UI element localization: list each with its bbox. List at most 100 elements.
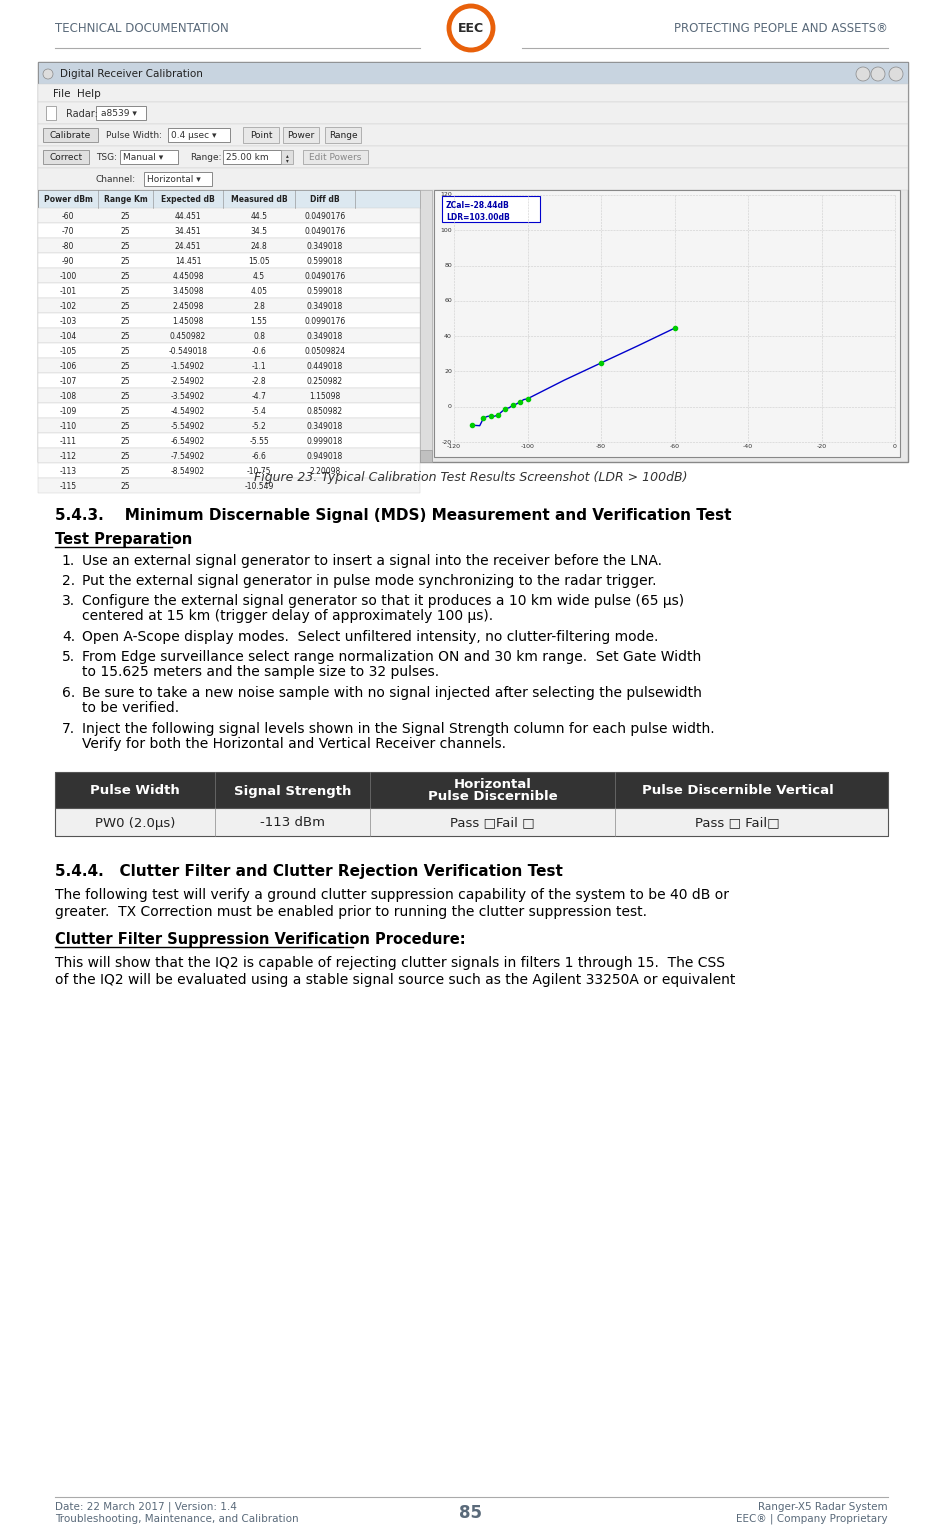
Text: -107: -107 [59, 377, 76, 386]
Text: LDR=103.00dB: LDR=103.00dB [446, 212, 510, 222]
Text: 5.4.3.    Minimum Discernable Signal (MDS) Measurement and Verification Test: 5.4.3. Minimum Discernable Signal (MDS) … [55, 508, 732, 523]
Circle shape [856, 68, 870, 82]
Text: 25: 25 [121, 422, 130, 431]
Text: greater.  TX Correction must be enabled prior to running the clutter suppression: greater. TX Correction must be enabled p… [55, 905, 647, 919]
Text: Inject the following signal levels shown in the Signal Strength column for each : Inject the following signal levels shown… [82, 722, 715, 736]
Text: -108: -108 [59, 392, 76, 402]
Bar [120, 149, 178, 165]
Text: 25: 25 [121, 212, 130, 222]
Text: -4.54902: -4.54902 [171, 406, 206, 416]
Text: 25: 25 [121, 286, 130, 295]
Text: 4.05: 4.05 [251, 286, 268, 295]
Text: 25: 25 [121, 452, 130, 462]
Text: -4.7: -4.7 [252, 392, 267, 402]
Text: 25: 25 [121, 242, 130, 251]
Text: ▴
▾: ▴ ▾ [286, 152, 289, 163]
Text: Range:: Range: [190, 154, 222, 163]
Bar [38, 208, 420, 223]
Text: 0.0990176: 0.0990176 [305, 317, 346, 326]
Circle shape [889, 68, 903, 82]
Text: Power: Power [288, 131, 315, 140]
Bar [38, 62, 908, 85]
Text: Use an external signal generator to insert a signal into the receiver before the: Use an external signal generator to inse… [82, 554, 662, 568]
Text: -103: -103 [59, 317, 76, 326]
Bar [38, 168, 908, 189]
Text: -100: -100 [521, 443, 535, 449]
Text: -5.54902: -5.54902 [171, 422, 206, 431]
Text: 25: 25 [121, 226, 130, 235]
Bar [168, 128, 230, 142]
Text: 25: 25 [121, 466, 130, 476]
Bar [38, 432, 420, 448]
Text: TECHNICAL DOCUMENTATION: TECHNICAL DOCUMENTATION [55, 22, 229, 34]
Text: Test Preparation: Test Preparation [55, 532, 192, 546]
Text: 0.0490176: 0.0490176 [305, 212, 346, 222]
Text: 0.349018: 0.349018 [306, 242, 343, 251]
Text: Point: Point [250, 131, 273, 140]
Text: Radar:: Radar: [66, 109, 98, 119]
Text: PROTECTING PEOPLE AND ASSETS®: PROTECTING PEOPLE AND ASSETS® [674, 22, 888, 34]
Text: a8539 ▾: a8539 ▾ [101, 109, 137, 119]
Bar [38, 403, 420, 419]
Bar [281, 149, 293, 165]
Bar [223, 149, 281, 165]
Text: 0.0490176: 0.0490176 [305, 272, 346, 282]
Text: to be verified.: to be verified. [82, 700, 179, 716]
Bar [144, 172, 212, 186]
Bar [325, 128, 361, 143]
Text: -110: -110 [59, 422, 76, 431]
Text: -100: -100 [59, 272, 76, 282]
Text: 0.450982: 0.450982 [170, 332, 207, 342]
Text: 4.: 4. [62, 629, 75, 643]
Text: Digital Receiver Calibration: Digital Receiver Calibration [60, 69, 203, 78]
Text: 0.999018: 0.999018 [306, 437, 343, 446]
Text: -106: -106 [59, 362, 76, 371]
Bar [43, 149, 89, 165]
Text: 0.0509824: 0.0509824 [305, 346, 345, 356]
Text: 25: 25 [121, 437, 130, 446]
Text: Ranger-X5 Radar System: Ranger-X5 Radar System [758, 1502, 888, 1511]
Text: 1.15098: 1.15098 [309, 392, 340, 402]
Text: -5.55: -5.55 [249, 437, 269, 446]
Text: 1.45098: 1.45098 [173, 317, 204, 326]
Text: Power dBm: Power dBm [43, 195, 92, 205]
Text: 60: 60 [444, 299, 452, 303]
Text: -5.2: -5.2 [252, 422, 266, 431]
Text: 1.55: 1.55 [251, 317, 268, 326]
Bar [303, 149, 368, 165]
Text: Pass □ Fail□: Pass □ Fail□ [695, 817, 780, 830]
Bar [38, 448, 420, 463]
Text: -60: -60 [670, 443, 680, 449]
Text: -1.1: -1.1 [252, 362, 266, 371]
Bar [43, 128, 98, 142]
Bar [38, 328, 420, 343]
Bar [38, 312, 420, 328]
Text: 120: 120 [440, 192, 452, 197]
Text: 34.451: 34.451 [174, 226, 201, 235]
Text: 44.5: 44.5 [251, 212, 268, 222]
Text: 25: 25 [121, 272, 130, 282]
Text: 0.8: 0.8 [253, 332, 265, 342]
Text: 2.20098: 2.20098 [309, 466, 340, 476]
Text: Be sure to take a new noise sample with no signal injected after selecting the p: Be sure to take a new noise sample with … [82, 686, 702, 700]
Text: -2.54902: -2.54902 [171, 377, 205, 386]
Text: 0.349018: 0.349018 [306, 332, 343, 342]
Text: 25: 25 [121, 406, 130, 416]
Bar [38, 359, 420, 372]
Text: 40: 40 [444, 334, 452, 339]
Text: 25: 25 [121, 332, 130, 342]
Text: 5.4.4.   Clutter Filter and Clutter Rejection Verification Test: 5.4.4. Clutter Filter and Clutter Reject… [55, 863, 563, 879]
Text: Verify for both the Horizontal and Vertical Receiver channels.: Verify for both the Horizontal and Verti… [82, 737, 506, 751]
Text: Edit Powers: Edit Powers [308, 154, 361, 163]
Text: 25: 25 [121, 377, 130, 386]
Text: 7.: 7. [62, 722, 75, 736]
Bar [38, 102, 908, 125]
Text: Measured dB: Measured dB [231, 195, 288, 205]
Text: 25: 25 [121, 317, 130, 326]
Bar [55, 808, 888, 836]
Text: EEC: EEC [458, 22, 484, 34]
Text: -105: -105 [59, 346, 76, 356]
Text: -20: -20 [442, 440, 452, 445]
Bar [38, 343, 420, 359]
Text: -115: -115 [59, 482, 76, 491]
